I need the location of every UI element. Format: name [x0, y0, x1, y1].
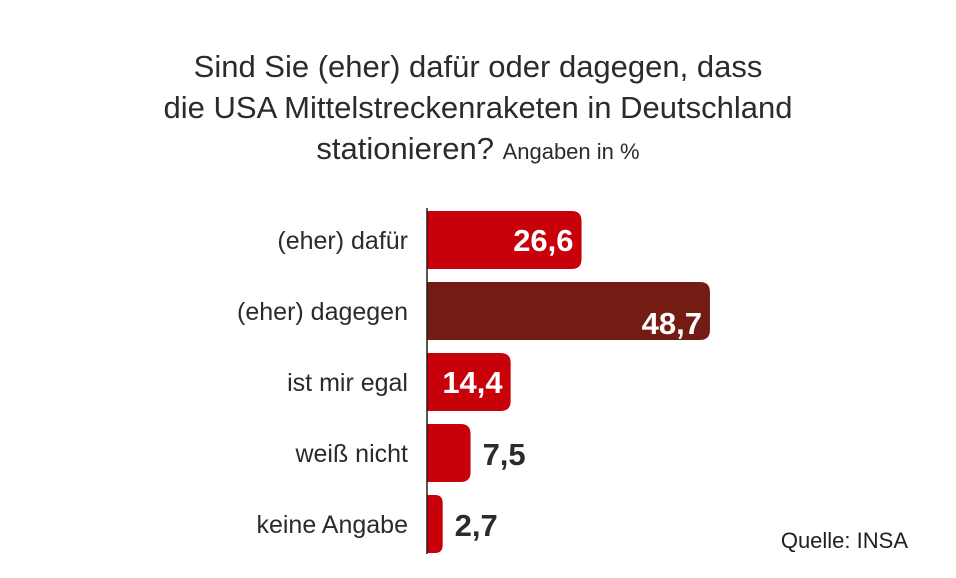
value-label-4: 2,7: [455, 508, 498, 543]
unit-label: Angaben in %: [502, 139, 640, 164]
bar-0: [427, 211, 582, 269]
category-label-1: (eher) dagegen: [237, 298, 408, 326]
chart-title: Sind Sie (eher) dafür oder dagegen, dass…: [0, 46, 956, 172]
source-note: Quelle: INSA: [780, 528, 908, 553]
category-label-4: keine Angabe: [256, 511, 408, 539]
value-label-0: 26,6: [513, 223, 573, 258]
bar-4: [427, 495, 443, 553]
bar-1: [427, 282, 710, 340]
category-label-2: ist mir egal: [287, 369, 408, 397]
category-label-3: weiß nicht: [294, 440, 408, 468]
title-line-2: die USA Mittelstreckenraketen in Deutsch…: [163, 90, 793, 125]
bar-3: [427, 424, 471, 482]
bar-2: [427, 353, 511, 411]
title-line-1: Sind Sie (eher) dafür oder dagegen, dass: [193, 49, 763, 84]
value-label-1: 48,7: [642, 306, 702, 341]
value-label-2: 14,4: [442, 365, 503, 400]
title-line-3: stationieren? Angaben in %: [0, 128, 956, 172]
value-label-3: 7,5: [483, 437, 526, 472]
title-line-3-text: stationieren?: [316, 131, 494, 166]
category-label-0: (eher) dafür: [277, 227, 408, 255]
